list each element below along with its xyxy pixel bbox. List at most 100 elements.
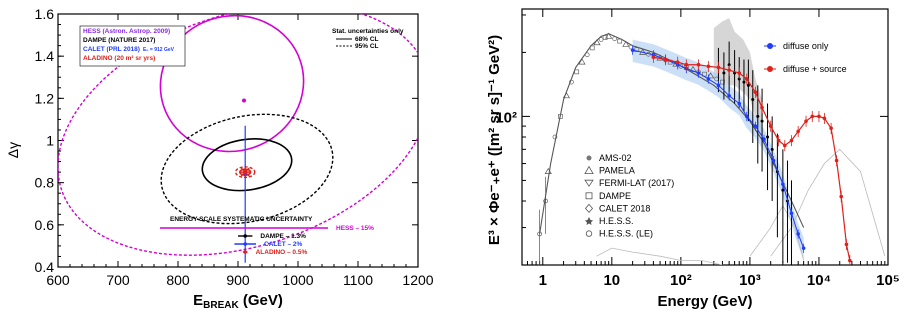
contour-hess-solid (159, 14, 305, 153)
series-point-diffuse-source (768, 124, 773, 128)
data-marker-pamela (605, 32, 613, 39)
series-point-diffuse-source (796, 129, 800, 134)
series-point-diffuse-only (801, 246, 806, 250)
x-tick-label: 1100 (343, 272, 373, 288)
series-point-diffuse-only (781, 182, 785, 186)
data-marker (543, 198, 548, 204)
series-point-diffuse-only (706, 77, 711, 81)
legend-cl-title: Stat. uncertainties only (332, 28, 404, 35)
plot-area (537, 18, 886, 265)
series-point-diffuse-only (744, 114, 749, 119)
series-point-diffuse-source (829, 126, 833, 130)
data-marker-dampe (634, 47, 640, 53)
systematic-label: HESS – 15% (336, 225, 374, 232)
x-tick-label: 700 (106, 272, 130, 288)
series-point-diffuse-source (716, 65, 721, 70)
series-point-diffuse-source (822, 116, 827, 121)
model-component-curve (596, 247, 723, 265)
plot-frame (521, 8, 889, 266)
series-point-diffuse-only (716, 83, 721, 88)
series-point-diffuse-source (839, 194, 844, 199)
series-point-diffuse-only (796, 232, 800, 236)
data-marker-pamela (689, 65, 697, 72)
data-marker-dampe (602, 35, 608, 40)
data-marker-ams (552, 134, 558, 140)
y-tick-label: 1.2 (35, 90, 55, 106)
series-point-diffuse-source (651, 55, 656, 59)
legend-marker (584, 203, 594, 214)
contour-dampe-dashed (160, 113, 334, 225)
systematic-band (713, 18, 763, 137)
data-marker-hess (742, 80, 746, 84)
x-tick-label: 10³ (739, 272, 761, 289)
data-marker-ams (628, 44, 634, 50)
plot-area (58, 14, 418, 263)
systematic-label: CALET – 2% (264, 241, 303, 248)
y-tick-label: 1.4 (35, 48, 55, 64)
systematics-title: ENERGY SCALE SYSTEMATIC UNCERTAINTY (170, 216, 313, 223)
series-point-diffuse-source (810, 114, 815, 119)
data-marker-dampe (617, 38, 623, 44)
data-marker-hess (751, 98, 755, 102)
series-point-diffuse-source (727, 68, 731, 72)
data-marker-dampe (589, 45, 595, 51)
y-axis-label: E³ × Φe⁻₊e⁺ ([m² sr s]⁻¹ GeV²) (486, 35, 503, 245)
series-point-diffuse-only (753, 124, 758, 128)
systematic-label: DAMPE – 1.3% (260, 233, 306, 240)
data-marker (537, 231, 542, 237)
series-point-diffuse-source (834, 158, 839, 163)
x-tick-label: 10⁴ (807, 272, 831, 289)
point-aladino (240, 167, 251, 178)
legend-entry: ALADINO (20 m² sr yrs) (83, 55, 155, 62)
legend-marker (586, 155, 592, 161)
systematic-label: ALADINO – 0.5% (256, 249, 308, 256)
legend-cl-label: 68% CL (355, 36, 379, 43)
series-point-diffuse-source (737, 71, 742, 75)
data-marker-hess (756, 114, 760, 118)
series-point-diffuse-source (663, 57, 668, 62)
legend-marker (584, 179, 594, 187)
y-tick-label: 0.8 (35, 175, 55, 191)
series-point-diffuse-only (727, 93, 731, 98)
series-point-diffuse-source (844, 242, 849, 247)
series-point-diffuse-only (737, 101, 742, 106)
data-marker-hess (722, 71, 726, 75)
series-point-diffuse-source (776, 138, 781, 143)
y-tick-label: 0.4 (35, 259, 55, 275)
data-marker-hess (760, 119, 764, 123)
series-point-diffuse-source (804, 119, 808, 123)
series-point-diffuse-only (696, 71, 701, 75)
x-tick-label: 600 (46, 272, 70, 288)
series-point-diffuse-only (630, 48, 635, 52)
legend-label: CALET 2018 (599, 203, 650, 213)
data-marker-ams (612, 36, 618, 42)
contour-dampe-solid (201, 138, 293, 192)
legend-label: H.E.S.S. (LE) (599, 229, 653, 239)
data-marker-hess (770, 147, 774, 151)
data-marker-hess (737, 77, 741, 81)
series-point-diffuse-source (789, 138, 794, 143)
series-point-diffuse-source (782, 143, 787, 148)
data-marker-dampe (574, 69, 580, 75)
y-tick-label: 1.6 (35, 6, 55, 22)
x-tick-label: 1200 (402, 272, 433, 288)
data-marker-ams (569, 79, 574, 85)
legend-box (79, 25, 186, 67)
x-tick-label: 800 (166, 272, 190, 288)
x-tick-label: 900 (226, 272, 250, 288)
data-marker-pamela (562, 92, 571, 99)
series-point-diffuse-source (848, 258, 852, 263)
x-axis-label: EBREAK (GeV) (193, 292, 283, 311)
legend-marker (585, 230, 593, 237)
legend-entry: DAMPE (NATURE 2017) (83, 37, 155, 44)
legend-label: FERMI-LAT (2017) (599, 178, 674, 188)
legend-label: DAMPE (599, 191, 631, 201)
left-chart: 600 700 800 900 1000 1100 1200 0.4 0.6 0.8 1 1.2 1.4… (5, 6, 434, 311)
series-point-diffuse-source (684, 62, 689, 67)
y-tick-label: 1 (46, 133, 54, 149)
series-point-diffuse-only (762, 137, 766, 142)
y-axis-label: Δγ (5, 142, 21, 158)
series-point-diffuse-only (789, 211, 794, 216)
data-marker-ams (678, 63, 684, 69)
